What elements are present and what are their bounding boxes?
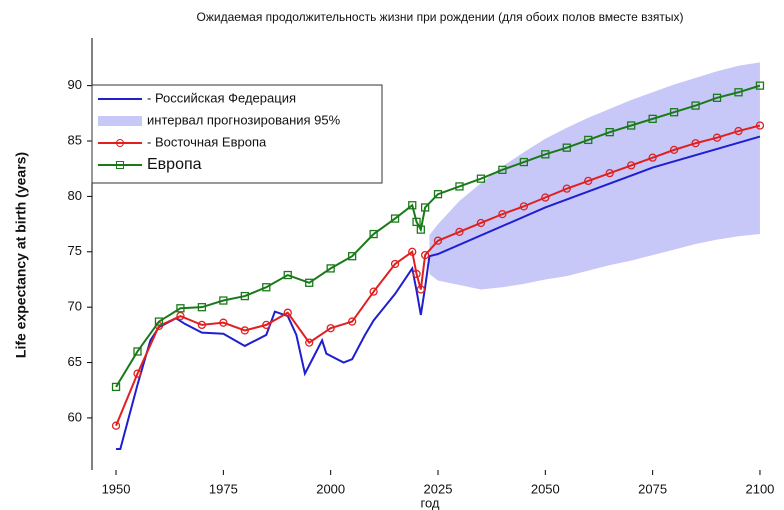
marker — [605, 168, 614, 178]
marker — [283, 308, 292, 317]
x-axis-label: год — [421, 495, 440, 510]
marker — [219, 296, 228, 305]
marker — [605, 128, 614, 137]
marker — [476, 174, 486, 183]
marker — [111, 382, 121, 392]
marker — [176, 304, 185, 313]
marker — [433, 190, 443, 199]
marker — [305, 338, 314, 347]
legend-swatch — [116, 139, 124, 147]
marker — [691, 101, 700, 110]
marker — [734, 126, 743, 136]
marker — [390, 214, 400, 223]
marker — [455, 182, 464, 191]
marker — [111, 421, 121, 430]
marker — [408, 247, 417, 256]
marker — [133, 369, 142, 378]
marker — [305, 278, 314, 287]
legend-label: - Восточная Европа — [147, 134, 267, 149]
marker — [433, 236, 443, 245]
marker — [627, 121, 636, 130]
series-line — [115, 84, 761, 388]
marker — [455, 227, 464, 236]
marker — [712, 133, 722, 142]
y-axis-label: Life expectancy at birth (years) — [13, 152, 29, 358]
marker — [627, 161, 636, 170]
y-tick-label: 85 — [68, 132, 82, 147]
x-tick-label: 1975 — [209, 481, 238, 496]
legend-label: - Российская Федерация — [147, 90, 296, 105]
y-tick-label: 65 — [68, 354, 82, 369]
marker — [197, 303, 207, 312]
marker — [541, 193, 550, 202]
x-tick-label: 2025 — [424, 481, 453, 496]
marker — [734, 88, 743, 97]
series-line — [115, 124, 761, 427]
marker — [416, 285, 425, 294]
marker — [412, 269, 421, 279]
marker — [541, 150, 550, 159]
marker — [369, 287, 378, 296]
marker — [669, 145, 679, 155]
marker — [755, 81, 765, 90]
forecast-band — [429, 62, 760, 290]
legend-label: интервал прогнозирования 95% — [147, 112, 341, 127]
marker — [648, 114, 657, 124]
marker — [562, 184, 571, 193]
marker — [691, 139, 700, 148]
marker — [347, 252, 357, 261]
y-tick-label: 80 — [68, 188, 82, 203]
x-tick-label: 2050 — [531, 481, 560, 496]
marker — [412, 217, 421, 227]
marker — [283, 270, 292, 280]
marker — [390, 259, 400, 269]
x-tick-label: 2100 — [745, 481, 774, 496]
series-line — [116, 135, 761, 450]
marker — [648, 153, 657, 162]
marker — [498, 165, 507, 174]
y-tick-label: 70 — [68, 299, 82, 314]
legend-swatch — [98, 116, 142, 126]
legend-label: Европа — [147, 156, 202, 173]
marker — [519, 157, 529, 167]
marker — [347, 317, 357, 326]
marker — [476, 218, 486, 228]
legend-box — [91, 84, 383, 184]
marker — [584, 135, 593, 145]
marker — [420, 250, 430, 260]
marker — [240, 326, 249, 335]
chart-title: Ожидаемая продолжительность жизни при ро… — [197, 10, 684, 24]
y-tick-label: 90 — [68, 77, 82, 92]
marker — [420, 203, 430, 212]
marker — [326, 324, 335, 333]
marker — [219, 318, 228, 327]
marker — [262, 283, 271, 292]
marker — [176, 311, 185, 321]
marker — [519, 202, 529, 211]
marker — [584, 176, 593, 186]
x-tick-label: 2075 — [638, 481, 667, 496]
marker — [369, 229, 378, 239]
marker — [712, 93, 722, 102]
x-tick-label: 1950 — [102, 481, 131, 496]
marker — [326, 264, 335, 273]
marker — [133, 347, 142, 356]
marker — [154, 317, 164, 326]
marker — [755, 121, 765, 130]
marker — [562, 143, 571, 152]
marker — [498, 209, 507, 219]
marker — [408, 201, 417, 210]
x-tick-label: 2000 — [316, 481, 345, 496]
marker — [197, 320, 207, 330]
y-tick-label: 75 — [68, 243, 82, 258]
marker — [262, 320, 271, 330]
marker — [416, 225, 425, 234]
marker — [669, 108, 679, 117]
legend-swatch — [116, 161, 124, 169]
marker — [240, 291, 249, 301]
y-tick-label: 60 — [68, 409, 82, 424]
